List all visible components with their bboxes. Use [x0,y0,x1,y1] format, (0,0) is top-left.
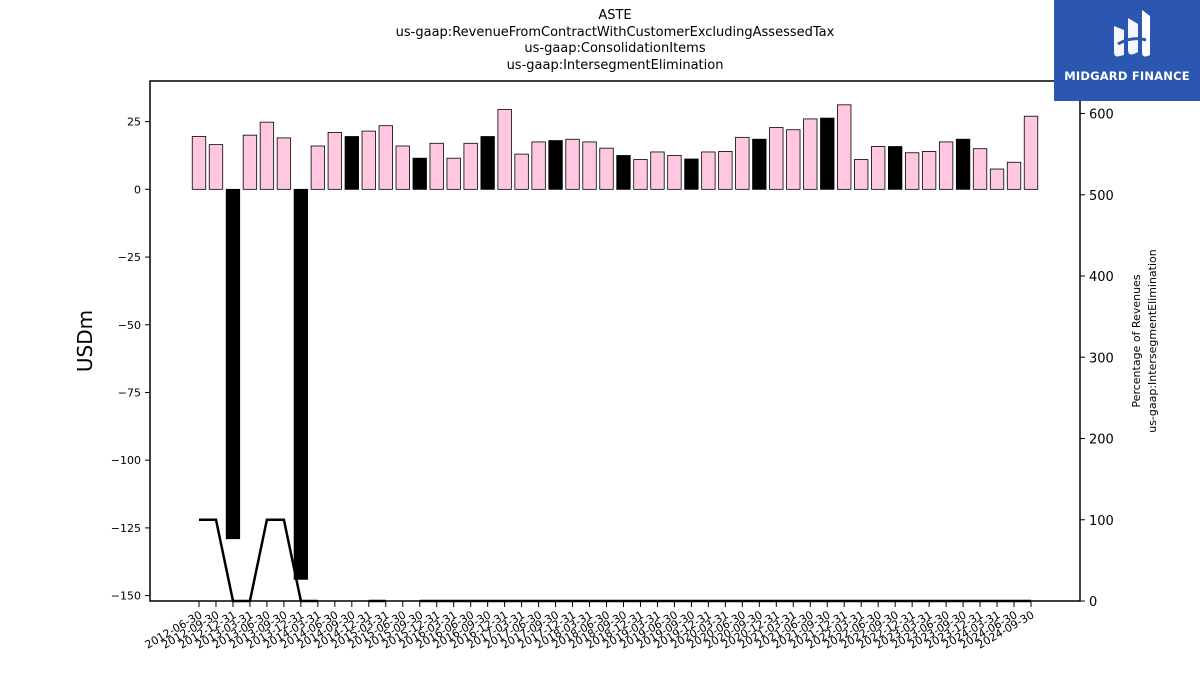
bar-2021-12-31 [837,104,852,190]
bar-2014-12-31 [361,130,376,190]
y2-axis-label-line-2: us-gaap:IntersegmentElimination [1146,249,1159,433]
y2-axis-label: Percentage of Revenues us-gaap:Intersegm… [1130,249,1159,433]
axes-layer [149,80,1081,602]
bar-2012-09-30 [208,144,224,190]
bar-2016-12-31 [497,109,512,190]
right-axis-ticks: 600 500 400 300 200 100 0 [1080,108,1114,610]
bar-2023-06-30 [938,141,954,190]
bar-2013-06-30 [259,121,275,190]
chart-title: ASTE [598,8,632,23]
bar-2019-12-31 [701,151,716,190]
bar-2021-03-31 [786,129,801,190]
bar-2017-12-31 [565,138,580,190]
bar-2018-06-30 [599,147,614,190]
line-layer [199,518,1031,603]
bar-2017-09-30 [548,140,563,190]
bar-2015-03-31 [378,125,393,190]
brand-logo: MIDGARD FINANCE [1054,0,1200,101]
x-axis-ticks: 2012-06-302012-09-302012-12-312013-03-31… [143,601,1037,652]
bar-2020-03-31 [718,151,733,190]
bar-2024-03-31 [989,168,1005,190]
bar-2013-12-31 [293,188,309,580]
y2-tick-label: 200 [1089,433,1114,448]
bar-2020-12-31 [769,127,784,190]
bar-2022-12-31 [904,152,920,190]
bar-2013-09-30 [276,137,292,190]
bar-2020-06-30 [735,136,750,190]
y2-tick-label: 500 [1089,189,1114,204]
bar-2016-06-30 [463,142,478,190]
y-tick-label: −25 [118,251,141,264]
bar-2016-09-30 [480,136,495,190]
y-tick-label: −75 [118,386,141,399]
bar-2019-06-30 [667,155,682,190]
y-tick-label: 0 [134,183,141,196]
bar-2014-06-30 [327,132,342,190]
bar-2015-12-31 [429,142,444,190]
bar-2018-12-31 [633,159,648,190]
chart-subtitle-member: us-gaap:IntersegmentElimination [506,57,724,73]
plot-frame [149,80,1081,602]
bar-2014-09-30 [344,136,359,190]
y2-tick-label: 600 [1089,108,1114,123]
y2-tick-label: 0 [1089,595,1097,610]
chart-subtitle-axis: us-gaap:ConsolidationItems [524,41,706,56]
bar-2024-06-30 [1006,161,1022,190]
y-tick-label: −150 [111,590,141,603]
bar-2015-06-30 [395,145,410,190]
bar-2022-09-30 [888,146,903,190]
y-tick-label: 25 [127,116,141,129]
bar-2019-03-31 [650,151,665,190]
bar-2012-06-30 [191,136,207,190]
bar-2019-09-30 [684,158,699,190]
percentage-line-segment-0 [199,518,318,603]
y2-tick-label: 300 [1089,351,1114,366]
bar-2021-09-30 [820,117,835,190]
bar-2023-09-30 [955,138,971,190]
bar-2017-03-31 [514,153,529,190]
y-tick-label: −100 [111,454,141,467]
bar-2014-03-31 [310,145,326,190]
bar-2021-06-30 [803,118,818,190]
midgard-logo-icon [1114,10,1150,57]
y2-tick-label: 400 [1089,270,1114,285]
y-tick-label: −125 [111,522,141,535]
bar-2015-09-30 [412,157,427,190]
chart-subtitle-concept: us-gaap:RevenueFromContractWithCustomerE… [395,24,835,40]
bars-layer [191,104,1039,580]
bar-2023-03-31 [921,151,937,190]
bar-2024-09-30 [1023,115,1039,190]
bar-2016-03-31 [446,157,461,190]
left-axis-ticks: 25 0 −25 −50 −75 −100 −125 −150 [111,116,150,603]
bar-2017-06-30 [531,141,546,190]
bar-2022-06-30 [871,146,886,190]
y-tick-label: −50 [118,319,141,332]
bar-2012-12-31 [225,188,241,540]
bar-2022-03-31 [854,159,869,190]
bar-2023-12-31 [972,148,988,190]
bar-2018-09-30 [616,155,631,190]
brand-name: MIDGARD FINANCE [1064,69,1190,83]
y-axis-label: USDm [73,310,97,372]
y2-axis-label-line-1: Percentage of Revenues [1130,274,1143,407]
y2-tick-label: 100 [1089,514,1114,529]
bar-2018-03-31 [582,141,597,190]
chart-title-block: ASTE us-gaap:RevenueFromContractWithCust… [150,8,1080,74]
bar-2013-03-31 [242,134,258,190]
bar-2020-09-30 [752,138,767,190]
